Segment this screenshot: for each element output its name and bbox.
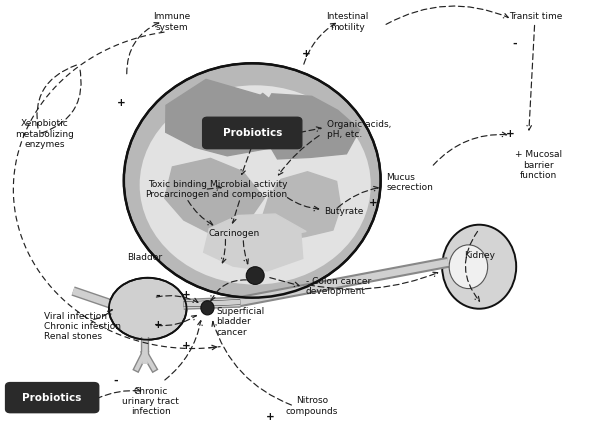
Ellipse shape — [140, 85, 371, 284]
Text: Probiotics: Probiotics — [223, 128, 282, 138]
FancyBboxPatch shape — [5, 383, 99, 413]
Text: Carcinogen: Carcinogen — [209, 229, 260, 238]
Text: -: - — [512, 38, 517, 49]
Text: Toxic binding
Procarcinogen: Toxic binding Procarcinogen — [145, 180, 209, 199]
Ellipse shape — [442, 225, 516, 309]
Text: - Colon cancer
development: - Colon cancer development — [306, 277, 371, 296]
Text: Kidney: Kidney — [464, 251, 494, 260]
Text: +: + — [266, 412, 275, 422]
Text: Immune
system: Immune system — [153, 12, 190, 32]
Text: +: + — [182, 291, 191, 300]
Ellipse shape — [246, 267, 264, 284]
Ellipse shape — [109, 278, 187, 340]
Text: Probiotics: Probiotics — [22, 392, 82, 403]
Text: + Mucosal
barrier
function: + Mucosal barrier function — [515, 150, 562, 180]
Text: Transit time: Transit time — [509, 12, 563, 21]
Polygon shape — [257, 94, 360, 159]
Text: Intestinal
motility: Intestinal motility — [326, 12, 369, 32]
Text: Viral infection
Chronic infection
Renal stones: Viral infection Chronic infection Renal … — [44, 312, 121, 341]
Polygon shape — [262, 172, 341, 242]
Polygon shape — [166, 79, 296, 156]
Text: +: + — [302, 49, 310, 60]
Text: +: + — [506, 129, 515, 139]
Ellipse shape — [201, 301, 214, 315]
Text: -: - — [114, 376, 118, 386]
Text: Nitroso
compounds: Nitroso compounds — [286, 396, 338, 416]
Text: Organic acids,
pH, etc.: Organic acids, pH, etc. — [327, 120, 391, 139]
Text: +: + — [182, 341, 191, 351]
Polygon shape — [203, 214, 306, 271]
FancyBboxPatch shape — [203, 117, 302, 149]
Text: +: + — [154, 320, 162, 330]
Ellipse shape — [124, 63, 380, 298]
Ellipse shape — [449, 245, 488, 288]
Text: +: + — [368, 198, 377, 208]
Text: Bladder: Bladder — [127, 253, 162, 262]
Text: Mucus
secrection: Mucus secrection — [386, 173, 433, 192]
Text: Butyrate: Butyrate — [324, 207, 363, 216]
Text: Superficial
bladder
cancer: Superficial bladder cancer — [217, 307, 265, 337]
Polygon shape — [165, 158, 264, 234]
Text: +: + — [116, 98, 125, 108]
Text: Microbial activity
and composition: Microbial activity and composition — [211, 180, 288, 199]
Text: Chronic
urinary tract
infection: Chronic urinary tract infection — [122, 387, 179, 417]
Text: -: - — [155, 291, 160, 300]
Text: Xenobiotic
metabolizing
enzymes: Xenobiotic metabolizing enzymes — [15, 119, 74, 149]
